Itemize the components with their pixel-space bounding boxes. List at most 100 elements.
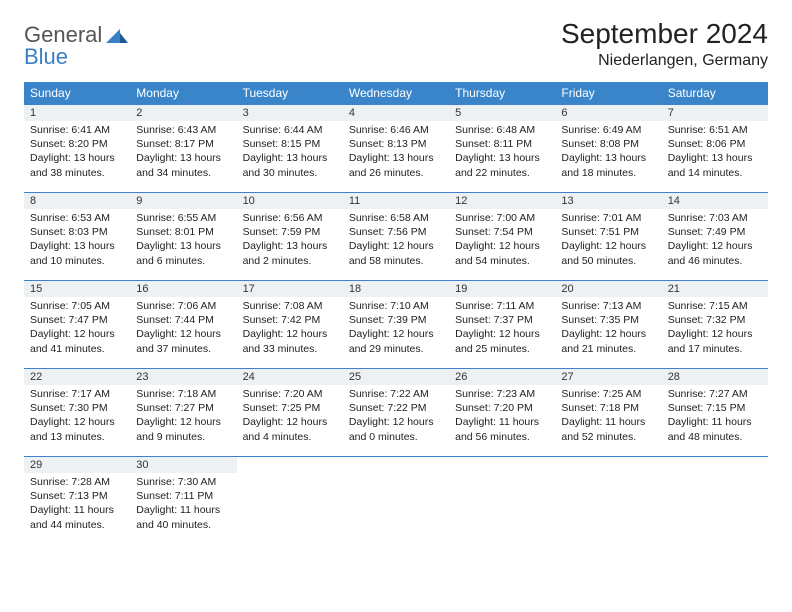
sunrise-text: Sunrise: 6:48 AM	[455, 123, 549, 137]
daylight-text: Daylight: 12 hours and 50 minutes.	[561, 239, 655, 267]
daylight-text: Daylight: 13 hours and 10 minutes.	[30, 239, 124, 267]
sunset-text: Sunset: 7:59 PM	[243, 225, 337, 239]
day-body: Sunrise: 7:17 AMSunset: 7:30 PMDaylight:…	[24, 385, 130, 448]
day-number: 14	[662, 193, 768, 209]
calendar-week-row: 1Sunrise: 6:41 AMSunset: 8:20 PMDaylight…	[24, 105, 768, 193]
calendar-day-cell: 9Sunrise: 6:55 AMSunset: 8:01 PMDaylight…	[130, 193, 236, 281]
weekday-header: Tuesday	[237, 82, 343, 105]
day-body: Sunrise: 7:27 AMSunset: 7:15 PMDaylight:…	[662, 385, 768, 448]
daylight-text: Daylight: 12 hours and 21 minutes.	[561, 327, 655, 355]
day-body: Sunrise: 7:25 AMSunset: 7:18 PMDaylight:…	[555, 385, 661, 448]
calendar-empty-cell	[237, 457, 343, 545]
sunrise-text: Sunrise: 7:20 AM	[243, 387, 337, 401]
weekday-header-row: Sunday Monday Tuesday Wednesday Thursday…	[24, 82, 768, 105]
calendar-day-cell: 4Sunrise: 6:46 AMSunset: 8:13 PMDaylight…	[343, 105, 449, 193]
day-number: 16	[130, 281, 236, 297]
daylight-text: Daylight: 11 hours and 44 minutes.	[30, 503, 124, 531]
sunset-text: Sunset: 7:49 PM	[668, 225, 762, 239]
sunrise-text: Sunrise: 6:43 AM	[136, 123, 230, 137]
sunrise-text: Sunrise: 7:22 AM	[349, 387, 443, 401]
day-number: 20	[555, 281, 661, 297]
daylight-text: Daylight: 12 hours and 37 minutes.	[136, 327, 230, 355]
calendar-day-cell: 6Sunrise: 6:49 AMSunset: 8:08 PMDaylight…	[555, 105, 661, 193]
triangle-icon	[106, 27, 128, 43]
weekday-header: Friday	[555, 82, 661, 105]
calendar-day-cell: 19Sunrise: 7:11 AMSunset: 7:37 PMDayligh…	[449, 281, 555, 369]
sunset-text: Sunset: 8:01 PM	[136, 225, 230, 239]
day-body: Sunrise: 7:00 AMSunset: 7:54 PMDaylight:…	[449, 209, 555, 272]
sunset-text: Sunset: 8:03 PM	[30, 225, 124, 239]
daylight-text: Daylight: 13 hours and 26 minutes.	[349, 151, 443, 179]
day-body: Sunrise: 7:15 AMSunset: 7:32 PMDaylight:…	[662, 297, 768, 360]
day-body: Sunrise: 6:58 AMSunset: 7:56 PMDaylight:…	[343, 209, 449, 272]
calendar-day-cell: 11Sunrise: 6:58 AMSunset: 7:56 PMDayligh…	[343, 193, 449, 281]
day-number: 29	[24, 457, 130, 473]
sunrise-text: Sunrise: 6:44 AM	[243, 123, 337, 137]
day-number: 19	[449, 281, 555, 297]
day-number: 26	[449, 369, 555, 385]
sunset-text: Sunset: 8:08 PM	[561, 137, 655, 151]
daylight-text: Daylight: 11 hours and 48 minutes.	[668, 415, 762, 443]
sunrise-text: Sunrise: 7:06 AM	[136, 299, 230, 313]
calendar-day-cell: 2Sunrise: 6:43 AMSunset: 8:17 PMDaylight…	[130, 105, 236, 193]
day-number: 2	[130, 105, 236, 121]
sunset-text: Sunset: 8:20 PM	[30, 137, 124, 151]
sunset-text: Sunset: 7:42 PM	[243, 313, 337, 327]
day-body: Sunrise: 6:49 AMSunset: 8:08 PMDaylight:…	[555, 121, 661, 184]
sunrise-text: Sunrise: 6:51 AM	[668, 123, 762, 137]
sunrise-text: Sunrise: 7:08 AM	[243, 299, 337, 313]
day-body: Sunrise: 6:43 AMSunset: 8:17 PMDaylight:…	[130, 121, 236, 184]
day-number: 4	[343, 105, 449, 121]
sunrise-text: Sunrise: 6:55 AM	[136, 211, 230, 225]
sunset-text: Sunset: 7:25 PM	[243, 401, 337, 415]
day-number: 10	[237, 193, 343, 209]
day-body: Sunrise: 7:01 AMSunset: 7:51 PMDaylight:…	[555, 209, 661, 272]
calendar-day-cell: 18Sunrise: 7:10 AMSunset: 7:39 PMDayligh…	[343, 281, 449, 369]
day-number: 6	[555, 105, 661, 121]
day-number: 13	[555, 193, 661, 209]
day-body: Sunrise: 6:41 AMSunset: 8:20 PMDaylight:…	[24, 121, 130, 184]
calendar-week-row: 15Sunrise: 7:05 AMSunset: 7:47 PMDayligh…	[24, 281, 768, 369]
day-body: Sunrise: 7:20 AMSunset: 7:25 PMDaylight:…	[237, 385, 343, 448]
day-number: 28	[662, 369, 768, 385]
sunset-text: Sunset: 8:06 PM	[668, 137, 762, 151]
day-body: Sunrise: 6:53 AMSunset: 8:03 PMDaylight:…	[24, 209, 130, 272]
daylight-text: Daylight: 12 hours and 17 minutes.	[668, 327, 762, 355]
location: Niederlangen, Germany	[561, 52, 768, 70]
calendar-day-cell: 13Sunrise: 7:01 AMSunset: 7:51 PMDayligh…	[555, 193, 661, 281]
day-number: 25	[343, 369, 449, 385]
day-body: Sunrise: 6:46 AMSunset: 8:13 PMDaylight:…	[343, 121, 449, 184]
day-body: Sunrise: 7:30 AMSunset: 7:11 PMDaylight:…	[130, 473, 236, 536]
calendar-day-cell: 25Sunrise: 7:22 AMSunset: 7:22 PMDayligh…	[343, 369, 449, 457]
daylight-text: Daylight: 13 hours and 22 minutes.	[455, 151, 549, 179]
daylight-text: Daylight: 12 hours and 25 minutes.	[455, 327, 549, 355]
page-title: September 2024	[561, 18, 768, 50]
sunset-text: Sunset: 7:35 PM	[561, 313, 655, 327]
sunrise-text: Sunrise: 7:03 AM	[668, 211, 762, 225]
calendar-day-cell: 10Sunrise: 6:56 AMSunset: 7:59 PMDayligh…	[237, 193, 343, 281]
calendar-day-cell: 15Sunrise: 7:05 AMSunset: 7:47 PMDayligh…	[24, 281, 130, 369]
day-number: 7	[662, 105, 768, 121]
calendar-day-cell: 24Sunrise: 7:20 AMSunset: 7:25 PMDayligh…	[237, 369, 343, 457]
weekday-header: Wednesday	[343, 82, 449, 105]
sunrise-text: Sunrise: 7:27 AM	[668, 387, 762, 401]
calendar-table: Sunday Monday Tuesday Wednesday Thursday…	[24, 82, 768, 545]
sunset-text: Sunset: 8:15 PM	[243, 137, 337, 151]
day-number: 1	[24, 105, 130, 121]
calendar-day-cell: 20Sunrise: 7:13 AMSunset: 7:35 PMDayligh…	[555, 281, 661, 369]
sunset-text: Sunset: 7:56 PM	[349, 225, 443, 239]
day-number: 5	[449, 105, 555, 121]
day-number: 12	[449, 193, 555, 209]
daylight-text: Daylight: 13 hours and 18 minutes.	[561, 151, 655, 179]
day-body: Sunrise: 7:13 AMSunset: 7:35 PMDaylight:…	[555, 297, 661, 360]
weekday-header: Thursday	[449, 82, 555, 105]
day-number: 18	[343, 281, 449, 297]
day-body: Sunrise: 6:48 AMSunset: 8:11 PMDaylight:…	[449, 121, 555, 184]
day-number: 15	[24, 281, 130, 297]
sunrise-text: Sunrise: 6:41 AM	[30, 123, 124, 137]
daylight-text: Daylight: 12 hours and 9 minutes.	[136, 415, 230, 443]
daylight-text: Daylight: 12 hours and 54 minutes.	[455, 239, 549, 267]
sunset-text: Sunset: 7:22 PM	[349, 401, 443, 415]
sunrise-text: Sunrise: 7:30 AM	[136, 475, 230, 489]
day-number: 21	[662, 281, 768, 297]
